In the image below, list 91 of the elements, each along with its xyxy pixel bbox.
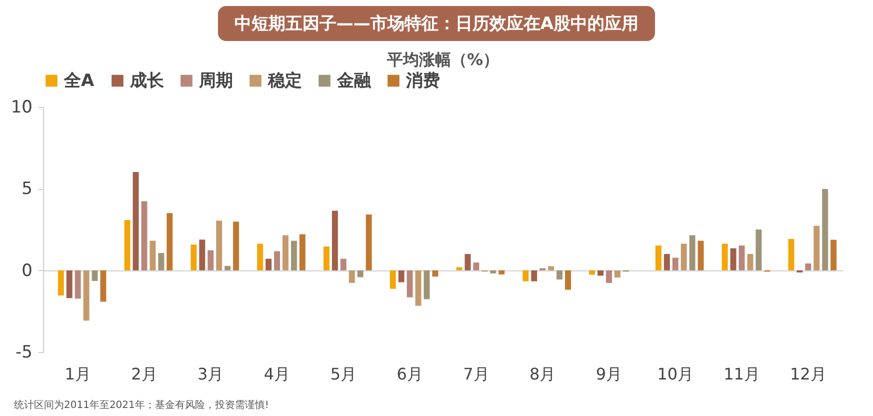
x-tick-label: 10月 xyxy=(657,364,694,384)
bar xyxy=(456,267,462,270)
bar xyxy=(132,172,139,270)
x-tick-label: 8月 xyxy=(529,364,556,384)
y-tick-label: 0 xyxy=(22,260,32,281)
bar xyxy=(565,270,571,290)
bar xyxy=(199,240,206,270)
bar xyxy=(788,238,794,270)
x-tick-label: 1月 xyxy=(64,364,91,384)
bar xyxy=(406,270,413,298)
bar xyxy=(299,234,306,270)
bar xyxy=(664,254,670,270)
bar xyxy=(257,244,264,270)
bar xyxy=(66,270,72,298)
bar xyxy=(589,270,596,275)
bar xyxy=(680,244,687,270)
bar xyxy=(415,270,422,306)
bar xyxy=(672,258,678,270)
legend-label: 稳定 xyxy=(267,70,302,91)
bar xyxy=(655,246,662,270)
bar xyxy=(730,248,736,270)
bar xyxy=(150,240,156,270)
x-tick-label: 6月 xyxy=(396,364,423,384)
bar xyxy=(366,214,372,270)
bar xyxy=(340,258,346,270)
bar xyxy=(548,266,554,270)
x-tick-label: 9月 xyxy=(596,364,622,384)
bar xyxy=(556,270,562,280)
bar xyxy=(814,226,820,270)
bar xyxy=(689,235,696,270)
bar xyxy=(805,263,812,270)
bar xyxy=(141,201,148,270)
bar xyxy=(58,270,64,296)
y-tick-label: 5 xyxy=(22,179,32,200)
bar xyxy=(216,220,222,270)
bar xyxy=(756,230,762,270)
x-tick-label: 5月 xyxy=(330,364,357,384)
bar xyxy=(614,270,620,278)
bar xyxy=(738,246,745,270)
x-tick-label: 3月 xyxy=(198,364,224,384)
bar xyxy=(190,244,197,270)
bar xyxy=(498,270,505,274)
bar xyxy=(324,246,330,270)
bar xyxy=(822,188,828,270)
chart-title: 中短期五因子——市场特征：日历效应在A股中的应用 xyxy=(218,6,655,41)
bar xyxy=(398,270,404,282)
legend-label: 消费 xyxy=(405,70,440,91)
bar xyxy=(490,270,496,274)
bar xyxy=(208,250,214,270)
bar xyxy=(606,270,612,283)
bar xyxy=(432,270,438,277)
bar xyxy=(473,262,480,270)
bar xyxy=(274,251,280,270)
y-tick-label: 10 xyxy=(10,98,32,118)
bar xyxy=(348,270,355,283)
bar xyxy=(124,220,130,270)
bar xyxy=(357,270,364,278)
legend-label: 金融 xyxy=(336,70,372,91)
x-tick-label: 12月 xyxy=(790,364,826,384)
bar xyxy=(424,270,430,300)
text: 统计区间为2011年至2021年；基金有风险，投资需谨慎! xyxy=(14,398,269,412)
legend-label: 周期 xyxy=(198,70,233,91)
bar xyxy=(598,270,604,276)
y-tick-label: -5 xyxy=(16,342,32,362)
x-tick-label: 7月 xyxy=(463,364,490,384)
bar xyxy=(233,222,240,270)
bar xyxy=(390,270,396,289)
x-tick-label: 2月 xyxy=(131,364,158,384)
bar xyxy=(266,258,272,270)
bar xyxy=(158,253,164,270)
bar xyxy=(698,240,704,270)
bar xyxy=(166,213,173,270)
legend-label: 成长 xyxy=(129,70,165,91)
bar xyxy=(83,270,90,321)
bar xyxy=(830,240,837,270)
bar xyxy=(224,266,231,270)
bar xyxy=(522,270,529,282)
bar xyxy=(531,270,538,282)
bar xyxy=(100,270,106,302)
x-tick-label: 11月 xyxy=(724,364,760,384)
bar xyxy=(747,254,754,270)
bar xyxy=(722,244,728,270)
bar xyxy=(464,254,471,270)
bar xyxy=(332,210,338,270)
x-tick-label: 4月 xyxy=(264,364,290,384)
bar xyxy=(282,235,288,270)
legend-label: 全A xyxy=(63,70,95,91)
chart-subtitle: 平均涨幅（%） xyxy=(386,50,500,69)
bar xyxy=(74,270,81,299)
bar xyxy=(290,240,297,270)
bar xyxy=(92,270,98,281)
